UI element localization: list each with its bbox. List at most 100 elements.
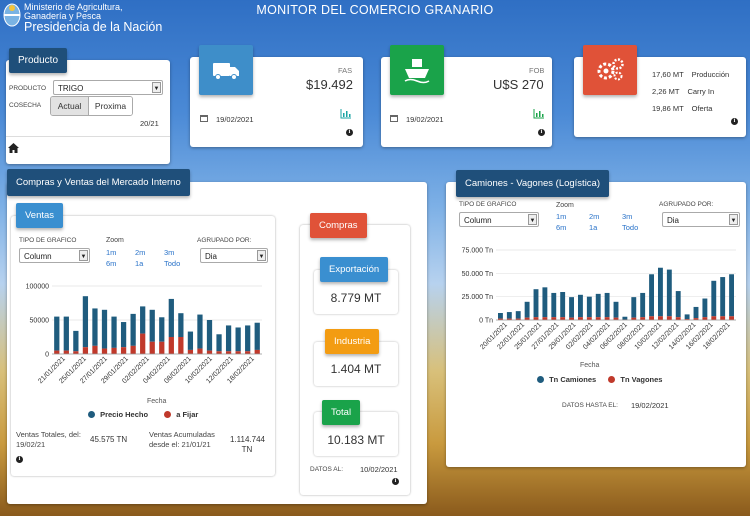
ventas-agrupado-value: Dia <box>205 252 218 261</box>
ventas-totales-value: 45.575 TN <box>90 435 128 444</box>
total-label: Total <box>322 400 361 425</box>
bar-tn-vagones <box>649 316 654 320</box>
ventas-totales-label: Ventas Totales, del: 19/02/21 <box>16 430 81 449</box>
bar-precio-hecho <box>235 327 241 352</box>
bar-tn-camiones <box>666 269 672 317</box>
bar-a-fijar <box>197 348 203 354</box>
bar-tn-vagones <box>729 316 734 320</box>
bar-tn-camiones <box>569 297 574 318</box>
cosecha-label: COSECHA <box>9 102 42 109</box>
bar-tn-vagones <box>658 316 663 320</box>
calendar-icon <box>390 114 398 124</box>
camiones-agrupado-value: Dia <box>667 216 680 225</box>
chevron-down-icon: ▼ <box>528 214 537 225</box>
legend-tn-camiones[interactable]: Tn Camiones <box>549 375 597 384</box>
argentina-emblem-icon <box>3 3 21 27</box>
bar-tn-camiones <box>711 280 717 317</box>
bar-tn-vagones <box>560 317 566 320</box>
camiones-zoom-6m[interactable]: 6m <box>556 223 567 232</box>
ship-icon <box>404 59 430 84</box>
camiones-zoom-1m[interactable]: 1m <box>556 212 567 221</box>
bar-tn-vagones <box>595 317 601 320</box>
fas-chart-icon[interactable] <box>340 109 351 121</box>
camiones-zoom-2m[interactable]: 2m <box>589 212 600 221</box>
bar-tn-camiones <box>595 293 601 318</box>
stock-row-produccion: 17,60 MT Producción <box>652 70 729 79</box>
page-title: MONITOR DEL COMERCIO GRANARIO <box>256 3 494 17</box>
ventas-zoom-1m[interactable]: 1m <box>106 248 117 257</box>
ventas-tipo-label: TIPO DE GRAFICO <box>19 237 77 244</box>
bar-a-fijar <box>54 350 60 354</box>
y-tick-label: 0 Tn <box>479 318 493 325</box>
camiones-zoom-label: Zoom <box>556 202 574 209</box>
ministry-line-1: Ministerio de Agricultura, <box>24 2 123 12</box>
bar-tn-vagones <box>551 317 557 320</box>
industria-label: Industria <box>325 329 380 354</box>
ventas-zoom-2m[interactable]: 2m <box>135 248 146 257</box>
bar-tn-camiones <box>542 287 548 318</box>
camiones-tipo-value: Column <box>464 216 492 225</box>
proxima-button[interactable]: Proxima <box>89 97 132 115</box>
bar-tn-camiones <box>578 294 583 318</box>
bar-a-fijar <box>120 347 127 354</box>
fas-icon-box <box>199 45 253 95</box>
legend-precio-hecho[interactable]: Precio Hecho <box>100 410 149 419</box>
ventas-zoom-3m[interactable]: 3m <box>164 248 175 257</box>
ventas-info-icon[interactable]: i <box>16 456 23 463</box>
ventas-acum-label: Ventas Acumuladas desde el: 21/01/21 <box>149 430 215 449</box>
camiones-zoom-3m[interactable]: 3m <box>622 212 633 221</box>
producto-select-value: TRIGO <box>58 84 84 93</box>
camiones-zoom-todo[interactable]: Todo <box>622 223 639 232</box>
fas-info-icon[interactable]: i <box>346 129 353 136</box>
camiones-panel <box>446 182 746 467</box>
stock-icon-box <box>583 45 637 95</box>
bar-precio-hecho <box>254 322 260 350</box>
bar-precio-hecho <box>178 313 184 337</box>
actual-button[interactable]: Actual <box>51 97 89 115</box>
ventas-zoom-1a[interactable]: 1a <box>135 259 144 268</box>
bar-tn-vagones <box>711 316 717 320</box>
camiones-legend: Tn Camiones Tn Vagones <box>537 375 662 384</box>
camiones-tipo-label: TIPO DE GRAFICO <box>459 201 517 208</box>
producto-select[interactable]: TRIGO ▼ <box>53 80 163 95</box>
exportacion-label: Exportación <box>320 257 389 282</box>
bar-tn-vagones <box>675 317 681 320</box>
exportacion-value: 8.779 MT <box>330 291 382 305</box>
stock-info-icon[interactable]: i <box>731 118 738 125</box>
truck-icon <box>213 63 239 80</box>
camiones-zoom-1a[interactable]: 1a <box>589 223 598 232</box>
camiones-agrupado-select[interactable]: Dia ▼ <box>662 212 740 227</box>
bar-precio-hecho <box>73 330 79 352</box>
bar-precio-hecho <box>82 296 89 348</box>
bar-precio-hecho <box>225 325 232 352</box>
bar-tn-vagones <box>702 317 708 320</box>
ventas-tab: Ventas <box>16 203 64 228</box>
calendar-icon <box>200 114 208 124</box>
fas-date: 19/02/2021 <box>216 115 254 124</box>
ventas-tipo-select[interactable]: Column ▼ <box>19 248 90 263</box>
fas-label: FAS <box>338 66 353 75</box>
legend-a-fijar[interactable]: a Fijar <box>176 410 199 419</box>
compras-info-icon[interactable]: i <box>392 478 399 485</box>
compras-tab: Compras <box>310 213 367 238</box>
fob-info-icon[interactable]: i <box>538 129 545 136</box>
bar-precio-hecho <box>130 313 136 346</box>
bar-precio-hecho <box>111 316 117 348</box>
ventas-agrupado-select[interactable]: Dia ▼ <box>200 248 268 263</box>
ministry-line-2: Ganadería y Pesca <box>24 11 102 21</box>
bar-tn-camiones <box>729 274 734 317</box>
cosecha-toggle: Actual Proxima <box>50 96 133 116</box>
ventas-zoom-todo[interactable]: Todo <box>164 259 181 268</box>
legend-tn-vagones[interactable]: Tn Vagones <box>620 375 663 384</box>
home-icon[interactable] <box>8 143 19 155</box>
bar-tn-camiones <box>640 292 646 318</box>
camiones-tipo-select[interactable]: Column ▼ <box>459 212 539 227</box>
stock-value: 17,60 MT <box>652 70 684 79</box>
fob-chart-icon[interactable] <box>533 109 544 121</box>
bar-tn-vagones <box>684 319 690 320</box>
legend-swatch-tn-vagones <box>608 376 616 383</box>
bar-a-fijar <box>245 351 251 354</box>
legend-swatch-precio-hecho <box>88 411 95 418</box>
ventas-zoom-6m[interactable]: 6m <box>106 259 117 268</box>
bar-tn-vagones <box>533 317 539 320</box>
